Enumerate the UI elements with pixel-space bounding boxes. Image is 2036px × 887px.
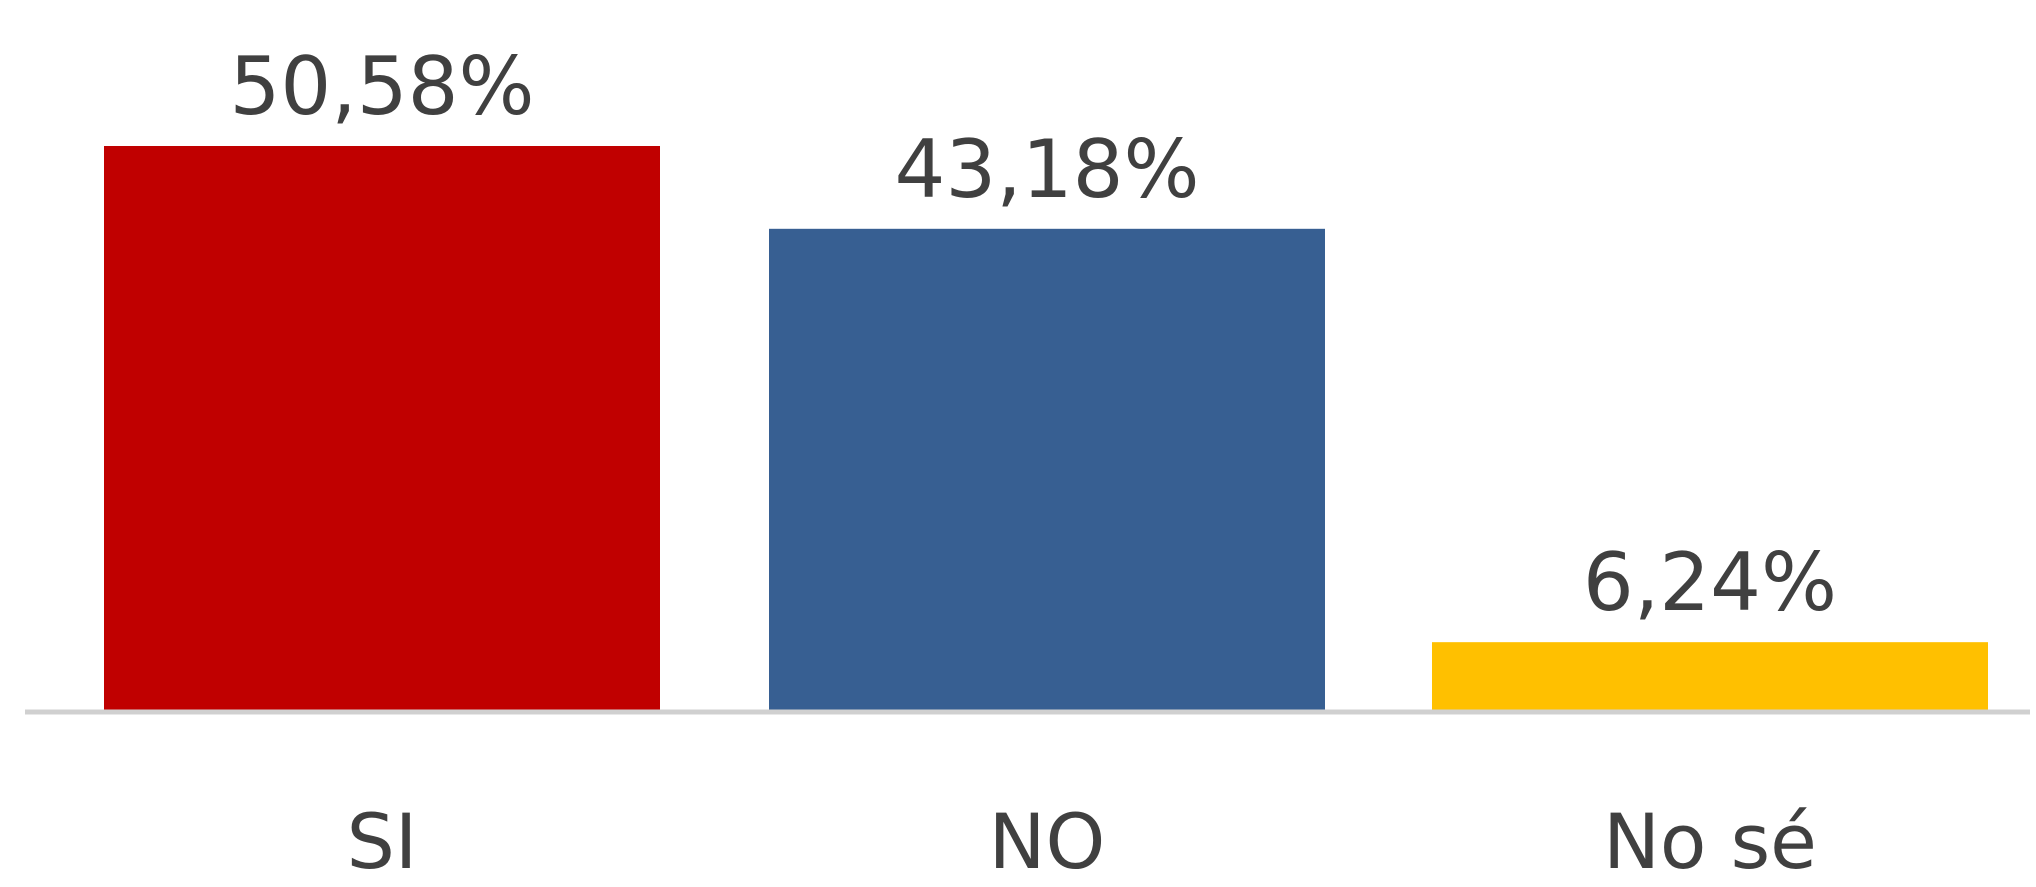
labels-group: 50,58% 43,18% 6,24% (229, 40, 1837, 629)
bar-1 (769, 228, 1325, 712)
category-label-2: No sé (1603, 797, 1817, 886)
category-labels-group: SI NO No sé (347, 797, 1817, 886)
data-label-0: 50,58% (229, 40, 534, 133)
data-label-2: 6,24% (1583, 536, 1837, 629)
bar-0 (104, 146, 660, 712)
data-label-1: 43,18% (894, 123, 1199, 216)
category-label-1: NO (989, 797, 1106, 886)
bars-group (104, 146, 1988, 712)
bar-2 (1432, 642, 1988, 712)
category-label-0: SI (347, 797, 418, 886)
